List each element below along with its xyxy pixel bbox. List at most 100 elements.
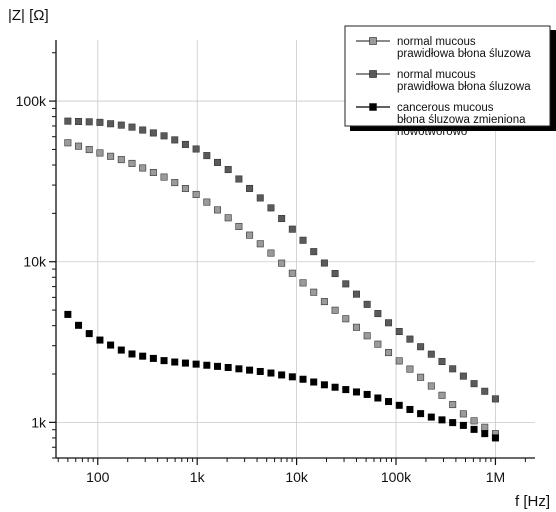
- data-point: [299, 375, 307, 383]
- data-point: [149, 169, 157, 177]
- data-point: [149, 129, 157, 137]
- data-point: [352, 388, 360, 396]
- data-point: [267, 249, 275, 257]
- data-point: [160, 357, 168, 365]
- data-point: [278, 215, 286, 223]
- data-point: [374, 340, 382, 348]
- data-point: [352, 323, 360, 331]
- data-point: [438, 391, 446, 399]
- x-tick-label: 100: [86, 469, 110, 485]
- data-point: [299, 236, 307, 244]
- series-1: [64, 139, 499, 438]
- y-tick-label: 100k: [16, 93, 47, 109]
- data-point: [139, 164, 147, 172]
- y-tick-label: 10k: [23, 254, 47, 270]
- data-point: [267, 204, 275, 212]
- legend-label: cancerous mucous: [397, 102, 494, 114]
- data-point: [417, 373, 425, 381]
- data-point: [139, 126, 147, 134]
- data-point: [85, 118, 93, 126]
- data-point: [107, 120, 115, 128]
- data-point: [64, 310, 72, 318]
- data-point: [385, 319, 393, 327]
- data-point: [128, 159, 136, 167]
- data-point: [64, 139, 72, 147]
- data-point: [75, 321, 83, 329]
- data-point: [214, 206, 222, 214]
- legend-label: normal mucous: [397, 69, 476, 81]
- data-point: [256, 367, 264, 375]
- ticks: 100 1k 10k 100k 1M 1k 10k 100k: [16, 52, 526, 485]
- data-point: [256, 240, 264, 248]
- data-point: [203, 198, 211, 206]
- data-point: [438, 357, 446, 365]
- data-point: [96, 336, 104, 344]
- data-point: [449, 419, 457, 427]
- data-point: [310, 288, 318, 296]
- data-point: [224, 363, 232, 371]
- data-point: [427, 382, 435, 390]
- data-point: [139, 352, 147, 360]
- x-tick-label: 10k: [285, 469, 309, 485]
- data-point: [278, 371, 286, 379]
- data-point: [481, 423, 489, 431]
- data-point: [481, 430, 489, 438]
- data-point: [363, 332, 371, 340]
- x-tick-label: 1M: [486, 469, 505, 485]
- series-2: [64, 117, 499, 403]
- data-point: [181, 359, 189, 367]
- data-point: [406, 405, 414, 413]
- data-point: [417, 410, 425, 418]
- data-point: [395, 328, 403, 336]
- data-point: [374, 310, 382, 318]
- data-point: [385, 398, 393, 406]
- legend-label: normal mucous: [397, 36, 476, 48]
- legend-label: prawidłowa błona śluzowa: [397, 48, 531, 60]
- data-point: [64, 117, 72, 125]
- data-point: [288, 269, 296, 277]
- legend-marker: [369, 103, 377, 111]
- data-point: [310, 378, 318, 386]
- axes: [55, 40, 535, 459]
- data-point: [395, 357, 403, 365]
- legend-box: [344, 25, 551, 127]
- data-point: [246, 366, 254, 374]
- data-point: [320, 259, 328, 267]
- data-point: [203, 152, 211, 160]
- data-point: [331, 270, 339, 278]
- data-point: [427, 350, 435, 358]
- data-point: [203, 361, 211, 369]
- data-point: [470, 380, 478, 388]
- data-point: [491, 434, 499, 442]
- data-point: [85, 330, 93, 338]
- data-point: [417, 343, 425, 351]
- data-point: [267, 369, 275, 377]
- data-point: [363, 300, 371, 308]
- data-point: [214, 158, 222, 166]
- data-point: [235, 365, 243, 373]
- data-point: [342, 386, 350, 394]
- data-point: [160, 132, 168, 140]
- data-point: [117, 346, 125, 354]
- data-point: [160, 173, 168, 181]
- data-point: [374, 394, 382, 402]
- data-point: [171, 136, 179, 144]
- data-point: [181, 185, 189, 193]
- legend-label: nowotworowo: [397, 126, 467, 138]
- data-point: [224, 166, 232, 174]
- legend-marker: [369, 70, 377, 78]
- data-point: [363, 390, 371, 398]
- data-point: [342, 280, 350, 288]
- data-point: [117, 121, 125, 129]
- legend-label: prawidłowa błona śluzowa: [397, 81, 531, 93]
- y-axis-title: |Z| [Ω]: [8, 7, 49, 24]
- data-point: [214, 362, 222, 370]
- data-point: [256, 194, 264, 202]
- data-point: [459, 421, 467, 429]
- data-point: [331, 383, 339, 391]
- data-point: [192, 360, 200, 368]
- data-point: [128, 123, 136, 131]
- data-point: [342, 315, 350, 323]
- data-point: [470, 425, 478, 433]
